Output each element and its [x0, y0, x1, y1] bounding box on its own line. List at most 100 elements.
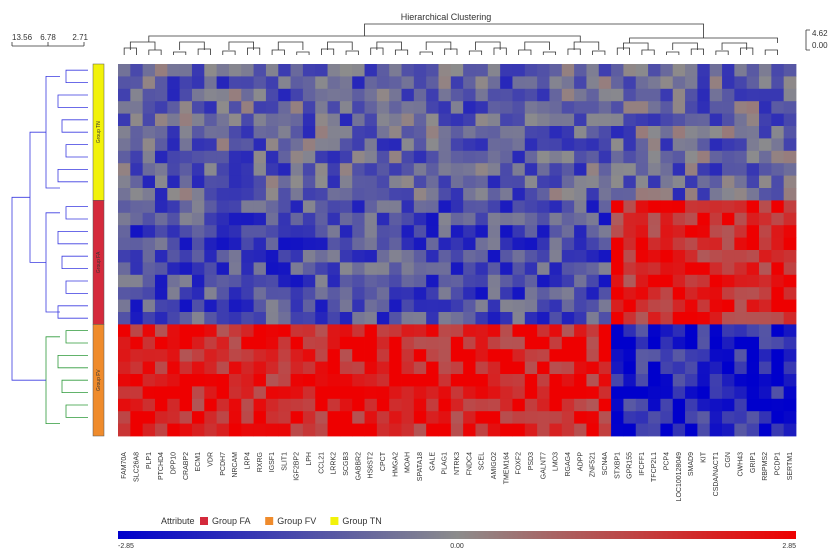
heatmap-cell: [179, 188, 193, 201]
heatmap-cell: [500, 237, 513, 251]
heatmap-cell: [635, 64, 649, 77]
heatmap-cell: [142, 212, 156, 226]
heatmap-cell: [561, 398, 575, 412]
heatmap-cell: [623, 64, 637, 77]
heatmap-cell: [228, 113, 242, 127]
heatmap-cell: [228, 163, 242, 176]
heatmap-cell: [327, 287, 341, 300]
heatmap-cell: [783, 101, 797, 114]
heatmap-cell: [315, 336, 328, 350]
heatmap-cell: [216, 312, 230, 325]
heatmap-cell: [302, 361, 316, 375]
heatmap-cell: [118, 398, 131, 412]
heatmap-cell: [685, 336, 698, 350]
heatmap-cell: [734, 138, 748, 152]
heatmap-cell: [623, 411, 637, 424]
heatmap-cell: [278, 212, 291, 226]
heatmap-cell: [389, 188, 402, 201]
heatmap-cell: [130, 150, 144, 164]
heatmap-cell: [167, 287, 181, 300]
heatmap-cell: [771, 113, 785, 127]
heatmap-cell: [450, 374, 464, 387]
heatmap-cell: [130, 374, 144, 387]
heatmap-cell: [709, 138, 723, 152]
heatmap-cell: [648, 250, 661, 263]
heatmap-cell: [463, 312, 476, 325]
heatmap-cell: [574, 138, 587, 152]
heatmap-cell: [364, 262, 378, 276]
heatmap-cell: [500, 175, 513, 189]
heatmap-cell: [685, 188, 698, 201]
heatmap-cell: [783, 386, 797, 400]
heatmap-cell: [253, 287, 267, 300]
row-dendrogram-branch: [65, 330, 88, 344]
heatmap-cell: [327, 88, 341, 102]
heatmap-cell: [315, 88, 328, 102]
heatmap-cell: [537, 349, 550, 362]
heatmap-cell: [771, 411, 785, 424]
heatmap-cell: [672, 175, 686, 189]
heatmap-cell: [598, 76, 612, 90]
heatmap-cell: [426, 126, 439, 139]
heatmap-cell: [697, 113, 711, 127]
heatmap-cell: [709, 188, 723, 201]
heatmap-cell: [413, 250, 427, 263]
heatmap-cell: [537, 423, 550, 437]
heatmap-cell: [475, 250, 489, 263]
heatmap-cell: [290, 175, 304, 189]
heatmap-cell: [364, 88, 378, 102]
heatmap-cell: [302, 250, 316, 263]
heatmap-cell: [734, 423, 748, 437]
heatmap-cell: [376, 101, 390, 114]
heatmap-cell: [154, 163, 168, 176]
heatmap-cell: [709, 64, 723, 77]
heatmap-cell: [524, 336, 538, 350]
heatmap-cell: [253, 113, 267, 127]
column-label: CGN: [725, 452, 732, 468]
heatmap-cell: [302, 163, 316, 176]
column-label: PCP4: [664, 452, 671, 470]
heatmap-cell: [709, 250, 723, 263]
heatmap-cell: [450, 324, 464, 338]
heatmap-cell: [204, 361, 218, 375]
heatmap-cell: [648, 76, 661, 90]
heatmap-cell: [685, 386, 698, 400]
heatmap-cell: [376, 349, 390, 362]
heatmap-cell: [771, 287, 785, 300]
heatmap-cell: [660, 126, 674, 139]
heatmap-cell: [191, 411, 205, 424]
heatmap-cell: [463, 361, 476, 375]
heatmap-cell: [315, 212, 328, 226]
heatmap-cell: [672, 138, 686, 152]
heatmap-cell: [130, 163, 144, 176]
heatmap-cell: [438, 312, 452, 325]
heatmap-cell: [475, 349, 489, 362]
heatmap-cell: [438, 200, 452, 214]
heatmap-cell: [327, 237, 341, 251]
heatmap-cell: [561, 200, 575, 214]
heatmap-cell: [426, 324, 439, 338]
heatmap-cell: [376, 138, 390, 152]
heatmap-cell: [537, 262, 550, 276]
heatmap-cell: [191, 374, 205, 387]
heatmap-cell: [130, 299, 144, 313]
heatmap-cell: [672, 374, 686, 387]
heatmap-cell: [290, 374, 304, 387]
heatmap-cell: [487, 64, 501, 77]
heatmap-cell: [265, 336, 279, 350]
heatmap-cell: [611, 287, 624, 300]
heatmap-cell: [463, 212, 476, 226]
heatmap-cell: [265, 398, 279, 412]
heatmap-cell: [228, 386, 242, 400]
heatmap-cell: [463, 126, 476, 139]
heatmap-cell: [783, 113, 797, 127]
heatmap-cell: [450, 299, 464, 313]
heatmap-cell: [438, 212, 452, 226]
heatmap-cell: [376, 126, 390, 139]
heatmap-cell: [241, 200, 254, 214]
heatmap-cell: [389, 324, 402, 338]
heatmap-cell: [549, 336, 563, 350]
heatmap-cell: [204, 237, 218, 251]
heatmap-cell: [327, 212, 341, 226]
heatmap-cell: [413, 150, 427, 164]
